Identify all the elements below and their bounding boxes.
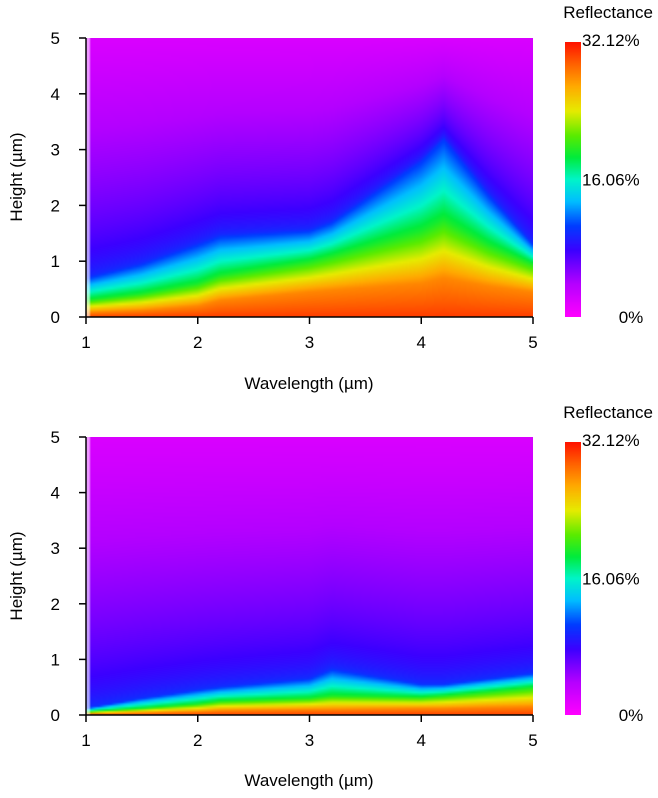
- colorbar-tick-label: 32.12%: [582, 431, 640, 450]
- colorbar-labels-bottom: 32.12% 16.06% 0%: [582, 431, 643, 725]
- y-ticks-bottom: 0 1 2 3 4 5: [51, 428, 86, 725]
- y-tick-label: 5: [51, 29, 60, 48]
- colorbar-tick-label: 32.12%: [582, 31, 640, 50]
- colorbar-tick-label: 0%: [619, 706, 644, 725]
- y-tick-label: 1: [51, 252, 60, 271]
- y-tick-label: 4: [51, 484, 60, 503]
- colorbar-labels-top: 32.12% 16.06% 0%: [582, 31, 643, 327]
- x-tick-label: 4: [417, 731, 426, 750]
- x-tick-label: 2: [193, 333, 202, 352]
- y-tick-label: 2: [51, 196, 60, 215]
- y-ticks-top: 0 1 2 3 4 5: [51, 29, 86, 327]
- colorbar-gradient: [565, 442, 581, 715]
- heatmap-image-top: [86, 38, 533, 317]
- x-tick-label: 3: [305, 731, 314, 750]
- colorbar-tick-label: 0%: [619, 308, 644, 327]
- y-tick-label: 2: [51, 595, 60, 614]
- x-axis-label: Wavelength (µm): [244, 771, 373, 790]
- x-tick-label: 4: [417, 333, 426, 352]
- y-axis-label: Height (µm): [7, 531, 26, 620]
- x-tick-label: 1: [81, 333, 90, 352]
- heatmap-image-bottom: [86, 437, 533, 715]
- x-tick-label: 3: [305, 333, 314, 352]
- y-tick-label: 5: [51, 428, 60, 447]
- colorbar-tick-label: 16.06%: [582, 570, 640, 589]
- y-tick-label: 4: [51, 85, 60, 104]
- y-tick-label: 0: [51, 706, 60, 725]
- y-tick-label: 0: [51, 308, 60, 327]
- x-ticks-top: 1 2 3 4 5: [81, 317, 538, 352]
- x-tick-label: 5: [528, 731, 537, 750]
- colorbar-gradient: [565, 42, 581, 317]
- colorbar-title: Reflectance: [563, 403, 653, 422]
- colorbar-title: Reflectance: [563, 3, 653, 22]
- x-axis-label: Wavelength (µm): [244, 374, 373, 393]
- heatmap-panel-top: 1 2 3 4 5 0 1 2 3 4 5 Wavelength (µm) Height (µm)…: [7, 3, 653, 393]
- x-tick-label: 2: [193, 731, 202, 750]
- colorbar-tick-label: 16.06%: [582, 171, 640, 190]
- heatmap-panel-bottom: 1 2 3 4 5 0 1 2 3 4 5 Wavelength (µm) Height (µm)…: [7, 403, 653, 790]
- y-tick-label: 3: [51, 141, 60, 160]
- x-tick-label: 1: [81, 731, 90, 750]
- y-tick-label: 1: [51, 650, 60, 669]
- x-tick-label: 5: [528, 333, 537, 352]
- y-axis-label: Height (µm): [7, 132, 26, 221]
- y-tick-label: 3: [51, 539, 60, 558]
- x-ticks-bottom: 1 2 3 4 5: [81, 715, 538, 750]
